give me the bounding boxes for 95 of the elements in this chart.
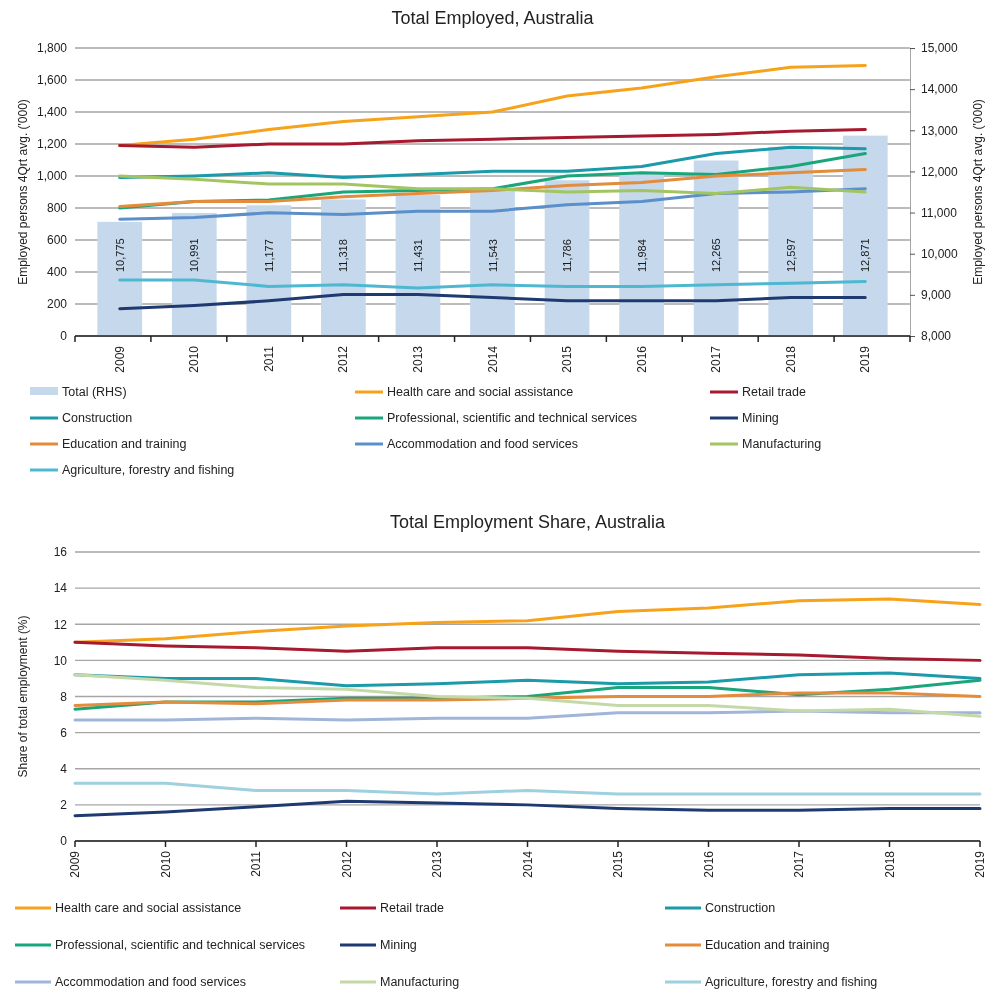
x-tick-label: 2019 — [858, 345, 873, 373]
y-tick-label: 1,000 — [36, 169, 68, 184]
data-label: 12,597 — [784, 238, 797, 272]
legend-label: Accommodation and food services — [387, 437, 579, 451]
y-tick-label: 2 — [60, 798, 68, 813]
x-tick-label: 2011 — [249, 850, 263, 877]
data-label: 11,177 — [262, 239, 275, 272]
legend-label: Education and training — [62, 437, 187, 451]
y-tick-label: 1,600 — [36, 73, 68, 88]
line-series — [118, 174, 867, 196]
line-series — [118, 128, 867, 149]
y2-tick-label: 9,000 — [921, 288, 952, 303]
y-tick-label: 400 — [46, 265, 68, 280]
x-tick-label: 2017 — [792, 850, 806, 878]
y-tick-label: 6 — [60, 725, 68, 740]
legend-label: Mining — [380, 938, 417, 952]
line-series — [118, 187, 867, 221]
line-series — [118, 278, 867, 290]
x-tick-label: 2013 — [410, 345, 425, 373]
y-tick-label: 0 — [60, 834, 68, 849]
data-label: 11,984 — [635, 239, 648, 272]
y-tick-label: 200 — [46, 297, 68, 312]
x-tick-label: 2016 — [634, 345, 649, 373]
legend-label: Retail trade — [742, 385, 806, 399]
legend-label: Manufacturing — [742, 437, 822, 451]
line-series — [73, 640, 982, 662]
x-tick-label: 2010 — [187, 345, 202, 373]
y-axis-title: Share of total employment (%) — [16, 615, 30, 778]
x-tick-label: 2014 — [485, 345, 500, 373]
legend-label: Professional, scientific and technical services — [387, 411, 638, 425]
legend-label: Agriculture, forestry and fishing — [62, 463, 235, 477]
legend-label: Retail trade — [380, 901, 444, 915]
line-series — [118, 292, 867, 311]
data-label: 11,318 — [337, 239, 350, 272]
data-label: 10,991 — [188, 238, 201, 272]
chart-title: Total Employed, Australia — [391, 8, 595, 28]
legend-label: Professional, scientific and technical services — [55, 938, 306, 952]
y-axis-title: Employed persons 4Qrt avg. ('000) — [16, 99, 30, 285]
line-series — [118, 168, 867, 208]
legend-label: Agriculture, forestry and fishing — [705, 975, 878, 989]
legend-label: Education and training — [705, 938, 830, 952]
y2-tick-label: 8,000 — [921, 329, 952, 344]
x-tick-label: 2009 — [112, 345, 127, 373]
x-tick-label: 2009 — [68, 850, 82, 878]
line-series — [73, 673, 982, 718]
y-tick-label: 0 — [60, 329, 68, 344]
y2-tick-label: 12,000 — [921, 164, 959, 179]
legend-label: Construction — [62, 411, 133, 425]
y2-tick-label: 10,000 — [921, 247, 959, 262]
y-tick-label: 14 — [53, 581, 68, 596]
y-tick-label: 8 — [60, 689, 68, 704]
y-tick-label: 600 — [46, 233, 68, 248]
y2-tick-label: 13,000 — [921, 123, 959, 138]
x-tick-label: 2015 — [611, 850, 625, 878]
legend-label: Construction — [705, 901, 776, 915]
x-tick-label: 2014 — [520, 850, 535, 878]
legend-label: Manufacturing — [380, 975, 460, 989]
y2-tick-label: 14,000 — [921, 82, 959, 97]
line-series — [118, 145, 867, 180]
x-tick-label: 2012 — [339, 850, 354, 878]
x-tick-label: 2013 — [430, 850, 444, 878]
chart-title: Total Employment Share, Australia — [389, 512, 667, 532]
y-tick-label: 16 — [53, 545, 68, 560]
y-tick-label: 1,400 — [36, 105, 68, 120]
x-tick-label: 2017 — [709, 345, 724, 373]
data-label: 11,431 — [411, 239, 424, 272]
legend-label: Accommodation and food services — [55, 975, 247, 989]
x-tick-label: 2011 — [261, 345, 276, 372]
y2-axis-title: Employed persons 4Qrt avg. ('000) — [971, 99, 985, 285]
y2-tick-label: 11,000 — [921, 205, 958, 220]
x-tick-label: 2018 — [783, 345, 798, 373]
data-label: 10,775 — [113, 238, 126, 272]
data-label: 11,543 — [486, 239, 499, 272]
y-tick-label: 10 — [53, 653, 68, 668]
y2-tick-label: 15,000 — [921, 41, 959, 56]
y-tick-label: 12 — [53, 617, 68, 632]
x-tick-label: 2016 — [701, 850, 716, 878]
legend-label: Mining — [742, 411, 779, 425]
data-label: 12,871 — [859, 238, 872, 272]
x-tick-label: 2019 — [973, 850, 987, 878]
line-series — [73, 799, 982, 818]
line-series — [73, 691, 982, 708]
x-tick-label: 2012 — [336, 345, 351, 373]
legend-label: Total (RHS) — [62, 385, 127, 399]
legend-label: Health care and social assistance — [55, 901, 242, 915]
y-tick-label: 4 — [60, 762, 68, 777]
x-tick-label: 2015 — [560, 345, 575, 373]
legend-label: Health care and social assistance — [387, 385, 574, 399]
data-label: 11,786 — [561, 239, 574, 272]
y-tick-label: 1,200 — [36, 137, 68, 152]
y-tick-label: 1,800 — [36, 41, 68, 56]
data-label: 12,265 — [710, 238, 723, 272]
x-tick-label: 2018 — [882, 850, 897, 878]
x-tick-label: 2010 — [158, 850, 173, 878]
y-tick-label: 800 — [46, 201, 68, 216]
